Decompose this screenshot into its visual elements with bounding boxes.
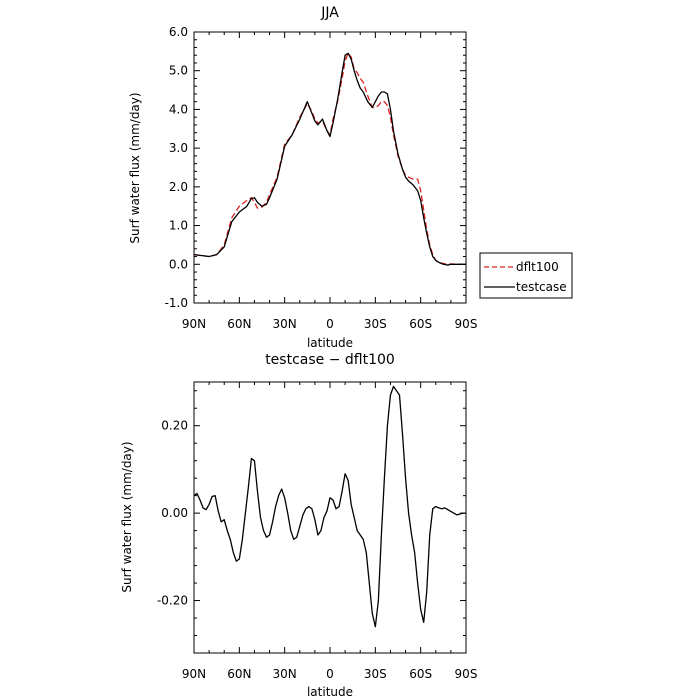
bottom-x-tick-label: 60S [409,667,432,681]
top-x-tick-label: 30S [364,317,387,331]
top-x-tick-label: 0 [326,317,334,331]
top-x-tick-label: 90S [455,317,478,331]
top-series-lines [193,52,466,266]
top-y-tick-label: 1.0 [169,219,188,233]
bottom-x-tick-label: 90N [182,667,206,681]
legend-label-testcase: testcase [516,280,567,294]
top-y-tick-label: 2.0 [169,180,188,194]
bottom-x-axis-label: latitude [307,685,353,699]
bottom-series-line-difference [193,385,466,628]
bottom-x-tick-label: 90S [455,667,478,681]
top-y-tick-label: -1.0 [165,296,188,310]
top-y-tick-label: 3.0 [169,141,188,155]
top-x-axis-label: latitude [307,336,353,350]
bottom-series-lines [193,385,466,628]
top-x-tick-label: 60N [227,317,251,331]
bottom-y-tick-label: 0.20 [161,419,188,433]
top-x-ticks: 90N 60N 30N 0 30S 60S 90S [182,32,478,331]
top-plot-frame [193,31,467,304]
top-y-tick-label: 5.0 [169,64,188,78]
top-panel: JJA -1.0 0.0 1.0 2.0 3.0 4.0 5.0 6.0 90N 60N 30N 0… [128,5,573,350]
bottom-x-tick-label: 60N [227,667,251,681]
top-y-ticks: -1.0 0.0 1.0 2.0 3.0 4.0 5.0 6.0 [165,25,466,310]
top-x-tick-label: 90N [182,317,206,331]
top-y-tick-label: 0.0 [169,257,188,271]
bottom-y-tick-label: 0.00 [161,506,188,520]
bottom-x-tick-label: 0 [326,667,334,681]
bottom-x-ticks: 90N 60N 30N 0 30S 60S 90S [182,382,478,681]
bottom-y-ticks: -0.20 0.00 0.20 [157,390,466,637]
top-x-tick-label: 30N [273,317,297,331]
top-y-tick-label: 4.0 [169,102,188,116]
bottom-y-axis-label: Surf water flux (mm/day) [120,441,134,592]
bottom-y-tick-label: -0.20 [157,594,188,608]
bottom-panel: testcase − dflt100 -0.20 0.00 0.20 90N 60N 3… [120,352,477,699]
bottom-chart-title: testcase − dflt100 [265,352,395,368]
top-x-tick-label: 60S [409,317,432,331]
legend: dflt100 testcase [479,252,573,299]
top-series-line-dflt100 [193,52,466,265]
bottom-x-tick-label: 30N [273,667,297,681]
legend-label-dflt100: dflt100 [516,260,559,274]
top-y-axis-label: Surf water flux (mm/day) [128,92,142,243]
top-series-line-testcase [193,52,466,266]
legend-box [479,252,573,299]
top-chart-title: JJA [320,5,339,21]
top-y-tick-label: 6.0 [169,25,188,39]
bottom-x-tick-label: 30S [364,667,387,681]
